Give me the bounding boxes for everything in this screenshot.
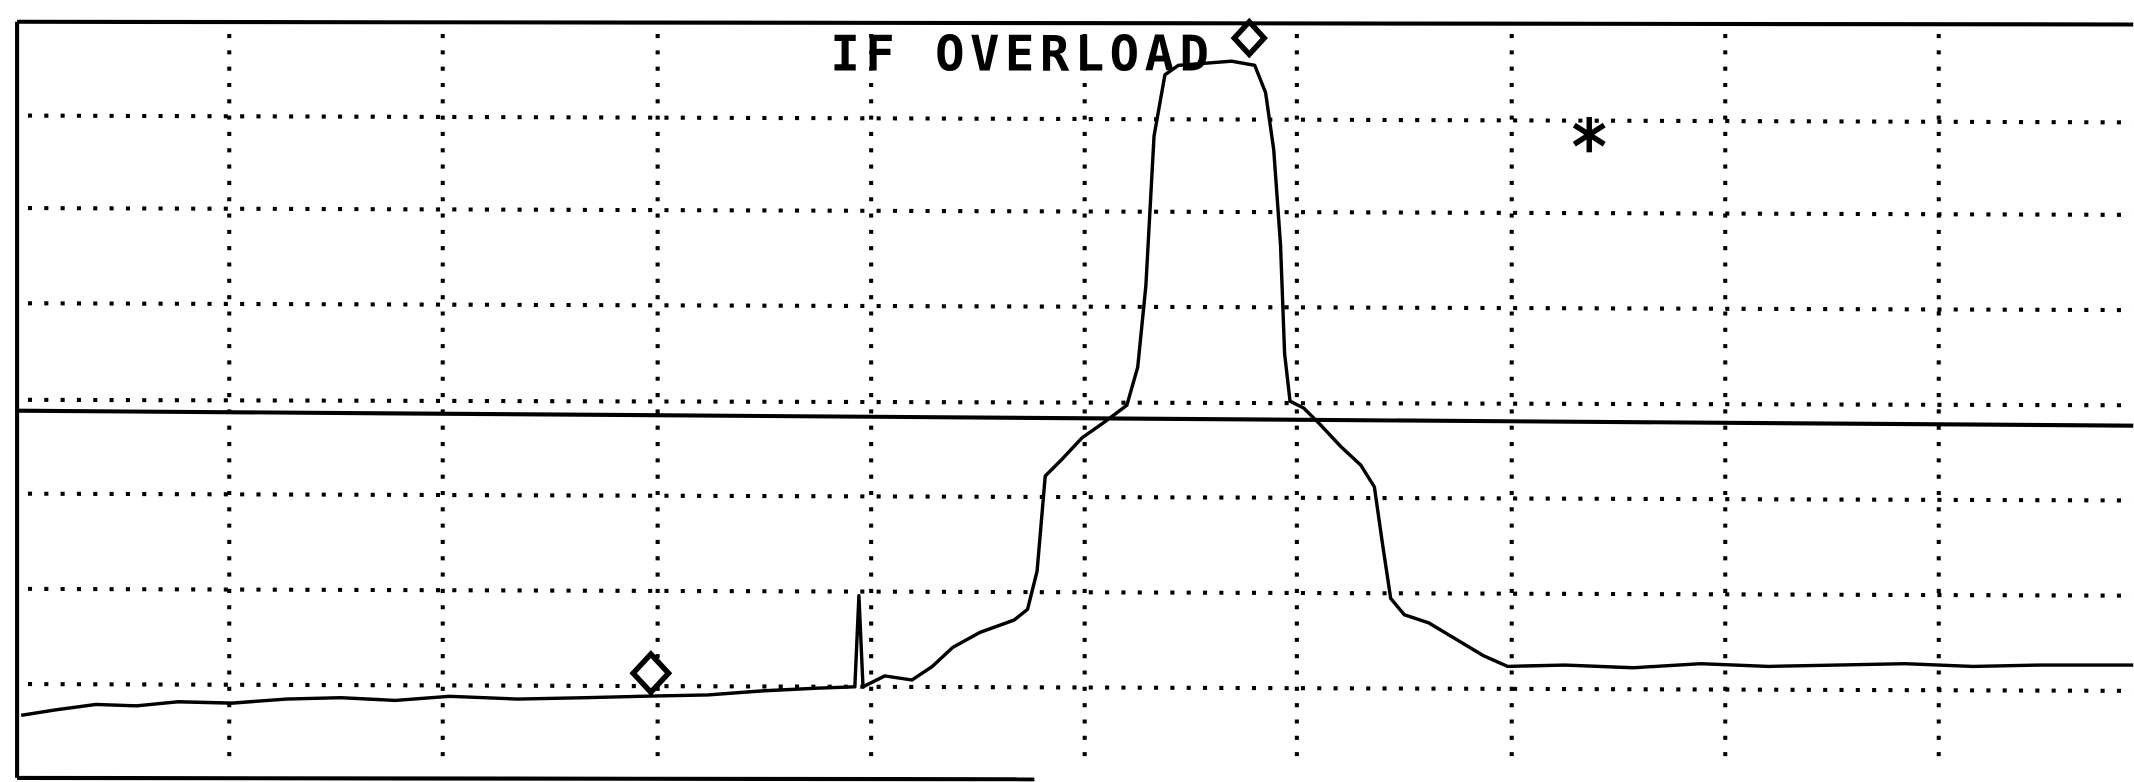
frame xyxy=(15,19,2134,782)
reference-line xyxy=(17,408,2134,428)
asterisk-stroke xyxy=(1572,122,1606,147)
trace xyxy=(20,59,2134,718)
top-border xyxy=(17,19,2134,27)
marker-asterisk xyxy=(1572,116,1606,153)
bottom-border xyxy=(17,775,1035,782)
marker-peak xyxy=(1230,17,1268,59)
annotation: IF OVERLOAD xyxy=(830,26,1214,83)
marker-diamond xyxy=(629,650,673,697)
grid xyxy=(17,34,2134,769)
